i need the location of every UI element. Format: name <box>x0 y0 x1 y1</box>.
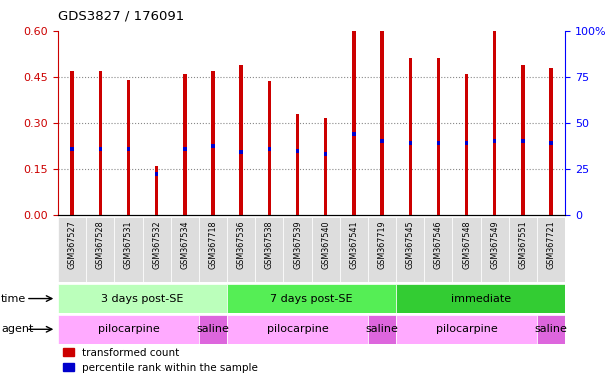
Bar <box>453 217 481 282</box>
Text: saline: saline <box>535 324 568 334</box>
Text: GSM367721: GSM367721 <box>547 220 555 269</box>
Bar <box>312 217 340 282</box>
Text: GSM367538: GSM367538 <box>265 220 274 269</box>
Bar <box>155 166 158 215</box>
Bar <box>324 152 327 156</box>
Text: GSM367545: GSM367545 <box>406 220 415 269</box>
Bar <box>381 25 384 215</box>
Bar <box>183 147 186 151</box>
Text: GSM367531: GSM367531 <box>124 220 133 269</box>
Bar <box>227 217 255 282</box>
Bar <box>127 80 130 215</box>
Bar <box>211 71 214 215</box>
Bar <box>437 141 440 145</box>
Text: GSM367718: GSM367718 <box>208 220 218 269</box>
Bar <box>296 114 299 215</box>
Text: pilocarpine: pilocarpine <box>436 324 497 334</box>
Bar <box>142 217 170 282</box>
Bar <box>396 284 565 313</box>
Bar <box>284 217 312 282</box>
Text: GSM367719: GSM367719 <box>378 220 387 269</box>
Bar <box>381 139 384 143</box>
Text: GSM367539: GSM367539 <box>293 220 302 269</box>
Legend: transformed count, percentile rank within the sample: transformed count, percentile rank withi… <box>64 348 258 373</box>
Bar <box>537 315 565 344</box>
Bar <box>396 315 537 344</box>
Bar <box>481 217 509 282</box>
Text: saline: saline <box>197 324 230 334</box>
Bar <box>170 217 199 282</box>
Bar <box>409 58 412 215</box>
Text: GSM367532: GSM367532 <box>152 220 161 269</box>
Bar <box>199 217 227 282</box>
Bar <box>493 31 496 215</box>
Bar <box>465 141 468 145</box>
Bar <box>409 141 412 145</box>
Bar <box>199 315 227 344</box>
Text: GSM367549: GSM367549 <box>490 220 499 269</box>
Bar <box>537 217 565 282</box>
Bar <box>509 217 537 282</box>
Text: 7 days post-SE: 7 days post-SE <box>270 293 353 304</box>
Bar <box>98 71 102 215</box>
Bar <box>58 284 227 313</box>
Bar <box>424 217 453 282</box>
Bar <box>521 65 525 215</box>
Text: agent: agent <box>1 324 34 334</box>
Bar <box>86 217 114 282</box>
Bar <box>268 81 271 215</box>
Bar <box>549 141 553 145</box>
Text: GSM367527: GSM367527 <box>68 220 76 269</box>
Text: pilocarpine: pilocarpine <box>98 324 159 334</box>
Bar <box>368 315 396 344</box>
Bar <box>127 147 130 151</box>
Bar <box>296 149 299 152</box>
Bar <box>58 315 199 344</box>
Bar <box>183 74 186 215</box>
Bar <box>58 217 86 282</box>
Text: GSM367551: GSM367551 <box>518 220 527 269</box>
Text: GSM367541: GSM367541 <box>349 220 359 269</box>
Text: 3 days post-SE: 3 days post-SE <box>101 293 184 304</box>
Bar <box>240 65 243 215</box>
Text: GSM367534: GSM367534 <box>180 220 189 269</box>
Text: GSM367546: GSM367546 <box>434 220 443 269</box>
Bar <box>240 150 243 154</box>
Bar <box>227 284 396 313</box>
Bar <box>352 22 356 215</box>
Bar <box>324 118 327 215</box>
Bar <box>437 58 440 215</box>
Text: GSM367536: GSM367536 <box>236 220 246 269</box>
Bar <box>268 147 271 151</box>
Bar <box>521 139 525 143</box>
Bar <box>368 217 396 282</box>
Bar <box>227 315 368 344</box>
Bar <box>255 217 284 282</box>
Bar <box>396 217 424 282</box>
Text: pilocarpine: pilocarpine <box>266 324 328 334</box>
Bar <box>70 147 74 151</box>
Bar <box>465 74 468 215</box>
Text: immediate: immediate <box>450 293 511 304</box>
Bar <box>114 217 142 282</box>
Bar <box>352 132 356 136</box>
Text: GSM367548: GSM367548 <box>462 220 471 269</box>
Text: GSM367528: GSM367528 <box>96 220 105 269</box>
Text: GSM367540: GSM367540 <box>321 220 330 269</box>
Bar <box>98 147 102 151</box>
Bar <box>70 71 74 215</box>
Bar <box>493 139 496 143</box>
Bar <box>340 217 368 282</box>
Bar <box>155 172 158 175</box>
Bar <box>211 144 214 148</box>
Bar <box>549 68 553 215</box>
Text: time: time <box>1 293 26 304</box>
Text: GDS3827 / 176091: GDS3827 / 176091 <box>58 10 185 23</box>
Text: saline: saline <box>365 324 398 334</box>
